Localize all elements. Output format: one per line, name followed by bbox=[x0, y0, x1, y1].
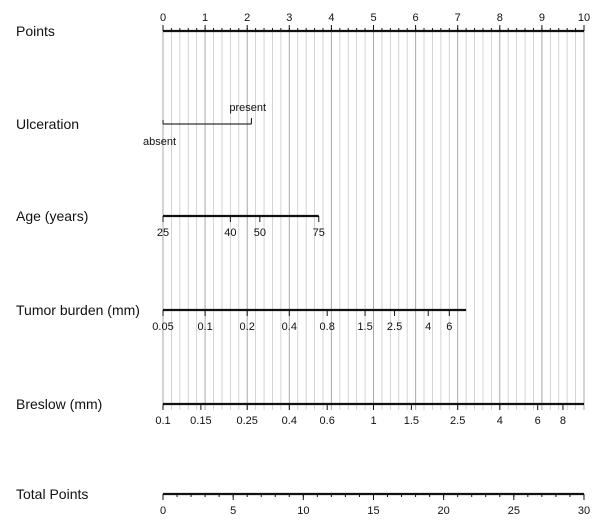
tick-label: 0.15 bbox=[190, 415, 211, 427]
tick-label: 0.8 bbox=[320, 321, 335, 333]
row-total-points: Total Points 0 5 10 15 20 25 30 bbox=[16, 486, 590, 517]
tick-label: 0.1 bbox=[197, 321, 212, 333]
row-tumor-burden-mm: Tumor burden (mm) 0.05 0.1 0.2 0.4 0.8 1.5 2.5 4… bbox=[16, 302, 467, 333]
row-label: Ulceration bbox=[16, 116, 79, 132]
tick-label: 50 bbox=[254, 227, 266, 239]
tick-label: 10 bbox=[578, 12, 590, 24]
row-ulceration: Ulceration absent present bbox=[16, 102, 266, 148]
tick-label: 1 bbox=[370, 415, 376, 427]
tick-label: 0 bbox=[160, 12, 166, 24]
level-label: absent bbox=[143, 136, 176, 148]
tick-label: 40 bbox=[224, 227, 236, 239]
tick-label: 1 bbox=[202, 12, 208, 24]
tick-label: 0.25 bbox=[236, 415, 257, 427]
tick-label: 20 bbox=[438, 505, 450, 517]
tick-label: 2.5 bbox=[387, 321, 402, 333]
tick-label: 7 bbox=[455, 12, 461, 24]
grid-lines bbox=[162, 31, 585, 410]
level-label: present bbox=[229, 102, 266, 114]
row-label: Age (years) bbox=[16, 208, 88, 224]
tick-label: 0.2 bbox=[240, 321, 255, 333]
tick-label: 0.4 bbox=[282, 321, 297, 333]
tick-label: 0.1 bbox=[155, 415, 170, 427]
tick-label: 5 bbox=[370, 12, 376, 24]
tick-label: 0.05 bbox=[152, 321, 173, 333]
tick-label: 6 bbox=[535, 415, 541, 427]
tick-label: 9 bbox=[539, 12, 545, 24]
tick-label: 2.5 bbox=[450, 415, 465, 427]
tick-label: 1.5 bbox=[404, 415, 419, 427]
tick-label: 10 bbox=[297, 505, 309, 517]
tick-label: 8 bbox=[497, 12, 503, 24]
tick-label: 1.5 bbox=[357, 321, 372, 333]
tick-label: 25 bbox=[157, 227, 169, 239]
tick-label: 8 bbox=[560, 415, 566, 427]
tick-label: 0.4 bbox=[282, 415, 297, 427]
tick-label: 6 bbox=[413, 12, 419, 24]
row-breslow-mm: Breslow (mm) 0.1 0.15 0.25 0.4 0.6 1 1.5 2.5 4 6 8 bbox=[16, 396, 584, 427]
tick-label: 30 bbox=[578, 505, 590, 517]
tick-label: 6 bbox=[446, 321, 452, 333]
tick-label: 15 bbox=[367, 505, 379, 517]
tick-label: 75 bbox=[313, 227, 325, 239]
tick-label: 2 bbox=[244, 12, 250, 24]
tick-label: 0 bbox=[160, 505, 166, 517]
tick-label: 5 bbox=[230, 505, 236, 517]
tick-label: 4 bbox=[425, 321, 431, 333]
tick-label: 25 bbox=[508, 505, 520, 517]
row-label: Tumor burden (mm) bbox=[16, 302, 140, 318]
tick-label: 4 bbox=[328, 12, 334, 24]
row-label: Breslow (mm) bbox=[16, 396, 102, 412]
tick-label: 0.6 bbox=[320, 415, 335, 427]
row-age-years: Age (years) 25 40 50 75 bbox=[16, 208, 325, 239]
row-label: Points bbox=[16, 23, 55, 39]
tick-label: 3 bbox=[286, 12, 292, 24]
tick-label: 4 bbox=[497, 415, 503, 427]
row-label: Total Points bbox=[16, 486, 88, 502]
row-points: Points 0 1 2 3 4 5 6 7 8 9 10 bbox=[16, 12, 590, 39]
